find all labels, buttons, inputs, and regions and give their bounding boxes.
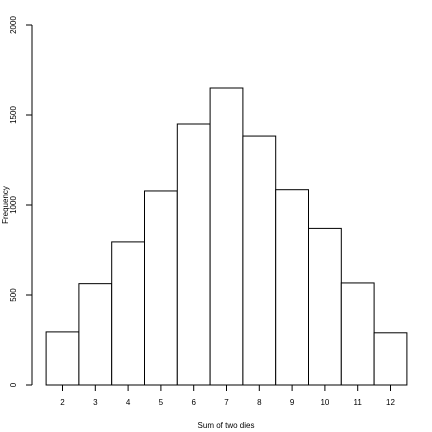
bar-6 <box>176 123 211 386</box>
bar-10 <box>308 227 342 386</box>
bars-group <box>45 87 408 386</box>
x-tick-label-10: 10 <box>320 398 329 407</box>
y-tick-label-500: 500 <box>9 288 18 302</box>
x-tick-label-4: 4 <box>126 398 131 407</box>
x-tick-label-7: 7 <box>224 398 229 407</box>
y-tick-label-2000: 2000 <box>9 16 18 34</box>
x-tick-label-12: 12 <box>386 398 395 407</box>
y-ticks-group: 0 500 1000 1500 2000 <box>9 16 32 387</box>
bar-3 <box>78 283 113 386</box>
x-tick-label-11: 11 <box>354 398 363 407</box>
x-axis-label: Sum of two dies <box>198 421 255 430</box>
x-tick-label-5: 5 <box>159 398 164 407</box>
y-tick-label-1000: 1000 <box>9 196 18 214</box>
bar-4 <box>111 241 145 386</box>
bar-7 <box>209 87 244 386</box>
bar-12 <box>373 332 408 386</box>
x-tick-label-6: 6 <box>191 398 196 407</box>
bar-9 <box>275 189 310 386</box>
y-axis-label: Frequency <box>1 186 10 224</box>
x-tick-label-9: 9 <box>290 398 295 407</box>
bar-5 <box>144 190 178 386</box>
x-tick-label-8: 8 <box>257 398 262 407</box>
x-tick-label-3: 3 <box>93 398 98 407</box>
x-tick-label-2: 2 <box>60 398 65 407</box>
bar-11 <box>340 282 375 386</box>
x-ticks-group: 2 3 4 5 6 7 8 9 10 11 12 <box>60 385 395 407</box>
y-tick-label-1500: 1500 <box>9 106 18 124</box>
bar-2 <box>45 331 80 386</box>
y-tick-label-0: 0 <box>9 382 18 387</box>
bar-8 <box>242 135 277 386</box>
